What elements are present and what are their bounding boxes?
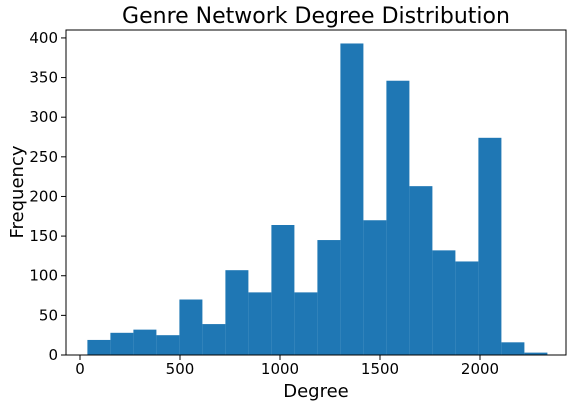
chart-title: Genre Network Degree Distribution (122, 4, 510, 29)
y-tick-label: 150 (29, 227, 58, 245)
x-axis-label: Degree (283, 381, 349, 402)
histogram-bar (501, 342, 525, 355)
histogram-bar (133, 329, 157, 355)
histogram-bar (478, 137, 502, 355)
histogram-bar (524, 352, 548, 355)
histogram-bar (409, 186, 433, 355)
histogram-bar (317, 240, 341, 355)
histogram-bar (340, 43, 364, 355)
histogram-bar (202, 324, 226, 355)
y-tick-label: 0 (48, 346, 58, 364)
y-tick-label: 200 (29, 187, 58, 205)
x-tick-label: 2000 (461, 360, 499, 378)
histogram-bar (455, 261, 479, 355)
x-tick-label: 1500 (361, 360, 399, 378)
plot-frame (65, 29, 567, 356)
y-tick-label: 250 (29, 148, 58, 166)
x-axis-ticks: 0 500 1000 1500 2000 (75, 355, 499, 378)
y-tick-label: 400 (29, 29, 58, 47)
histogram-bar (225, 270, 249, 355)
histogram-bar (432, 250, 456, 355)
histogram-bar (248, 292, 272, 355)
x-tick-label: 1000 (261, 360, 299, 378)
y-tick-label: 300 (29, 108, 58, 126)
y-axis-label: Frequency (7, 145, 28, 238)
histogram-bar (156, 335, 180, 355)
histogram-bars (87, 43, 548, 356)
y-axis-ticks: 0 50 100 150 200 250 300 350 400 (29, 29, 66, 364)
histogram-bar (179, 299, 203, 355)
histogram-bar (110, 332, 134, 355)
histogram-bar (294, 292, 318, 355)
y-tick-label: 100 (29, 267, 58, 285)
x-tick-label: 0 (75, 360, 85, 378)
histogram-bar (87, 339, 111, 355)
histogram-bar (363, 220, 387, 355)
histogram-bar (386, 80, 410, 356)
x-tick-label: 500 (166, 360, 195, 378)
y-tick-label: 50 (39, 306, 58, 324)
histogram-bar (271, 225, 295, 355)
y-tick-label: 350 (29, 69, 58, 87)
